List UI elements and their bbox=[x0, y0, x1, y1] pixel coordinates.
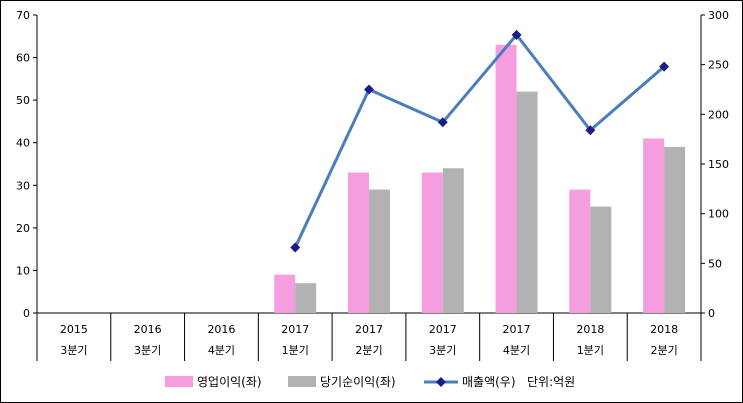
bar-net-income bbox=[442, 168, 464, 313]
category-year-label: 2015 bbox=[60, 323, 88, 336]
category-quarter-label: 1분기 bbox=[577, 344, 604, 357]
bar-operating-profit bbox=[348, 172, 369, 313]
revenue-point bbox=[364, 84, 374, 95]
bar-operating-profit bbox=[569, 189, 591, 313]
legend-swatch-operating-profit bbox=[165, 376, 193, 387]
right-tick-label: 100 bbox=[708, 208, 729, 221]
right-tick-label: 150 bbox=[708, 158, 729, 171]
legend-swatch-net-income bbox=[288, 376, 316, 387]
legend-label-revenue: 매출액(우) bbox=[462, 375, 516, 389]
category-quarter-label: 3분기 bbox=[60, 344, 87, 357]
revenue-point bbox=[585, 125, 596, 136]
revenue-point bbox=[511, 29, 522, 40]
bar-operating-profit bbox=[495, 44, 517, 314]
bar-net-income bbox=[295, 283, 317, 313]
bar-operating-profit bbox=[274, 274, 296, 313]
legend-marker-revenue bbox=[436, 377, 446, 387]
bar-operating-profit bbox=[643, 138, 665, 313]
legend-unit-note: 단위:억원 bbox=[527, 375, 575, 389]
category-quarter-label: 2분기 bbox=[650, 344, 677, 357]
left-tick-label: 40 bbox=[16, 137, 30, 150]
category-year-label: 2017 bbox=[503, 323, 531, 336]
category-year-label: 2018 bbox=[650, 323, 678, 336]
bar-net-income bbox=[664, 146, 686, 313]
legend-label-operating-profit: 영업이익(좌) bbox=[197, 375, 262, 389]
left-tick-label: 0 bbox=[23, 307, 30, 320]
left-tick-label: 50 bbox=[16, 94, 30, 107]
category-quarter-label: 3분기 bbox=[429, 344, 456, 357]
category-year-label: 2017 bbox=[281, 323, 309, 336]
legend-label-net-income: 당기순이익(좌) bbox=[320, 375, 396, 389]
right-tick-label: 250 bbox=[708, 59, 729, 72]
bar-net-income bbox=[590, 206, 612, 313]
category-year-label: 2017 bbox=[355, 323, 383, 336]
left-tick-label: 60 bbox=[16, 52, 30, 65]
category-year-label: 2017 bbox=[429, 323, 457, 336]
bar-operating-profit bbox=[421, 172, 443, 313]
category-quarter-label: 1분기 bbox=[282, 344, 309, 357]
left-tick-label: 30 bbox=[16, 179, 30, 192]
bar-net-income bbox=[516, 91, 538, 313]
left-tick-label: 70 bbox=[16, 9, 30, 22]
category-quarter-label: 2분기 bbox=[355, 344, 382, 357]
category-quarter-label: 4분기 bbox=[503, 344, 530, 357]
category-quarter-label: 3분기 bbox=[134, 344, 161, 357]
right-tick-label: 200 bbox=[708, 108, 729, 121]
revenue-point bbox=[290, 242, 301, 253]
category-year-label: 2016 bbox=[134, 323, 162, 336]
category-year-label: 2016 bbox=[207, 323, 235, 336]
right-tick-label: 50 bbox=[708, 257, 722, 270]
right-tick-label: 0 bbox=[708, 307, 715, 320]
left-tick-label: 20 bbox=[16, 222, 30, 235]
revenue-point bbox=[437, 117, 448, 128]
bar-net-income bbox=[369, 189, 390, 313]
revenue-point bbox=[659, 61, 670, 72]
category-year-label: 2018 bbox=[576, 323, 604, 336]
left-tick-label: 10 bbox=[16, 264, 30, 277]
right-tick-label: 300 bbox=[708, 9, 729, 22]
category-quarter-label: 4분기 bbox=[208, 344, 235, 357]
revenue-line bbox=[293, 32, 666, 249]
